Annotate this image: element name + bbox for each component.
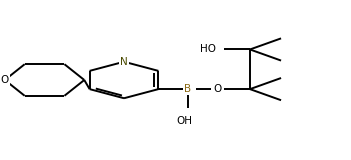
Text: HO: HO <box>200 44 216 54</box>
Text: O: O <box>213 84 221 94</box>
Text: O: O <box>1 75 9 85</box>
Text: B: B <box>184 84 191 94</box>
Text: N: N <box>120 57 128 67</box>
Text: OH: OH <box>176 116 192 126</box>
